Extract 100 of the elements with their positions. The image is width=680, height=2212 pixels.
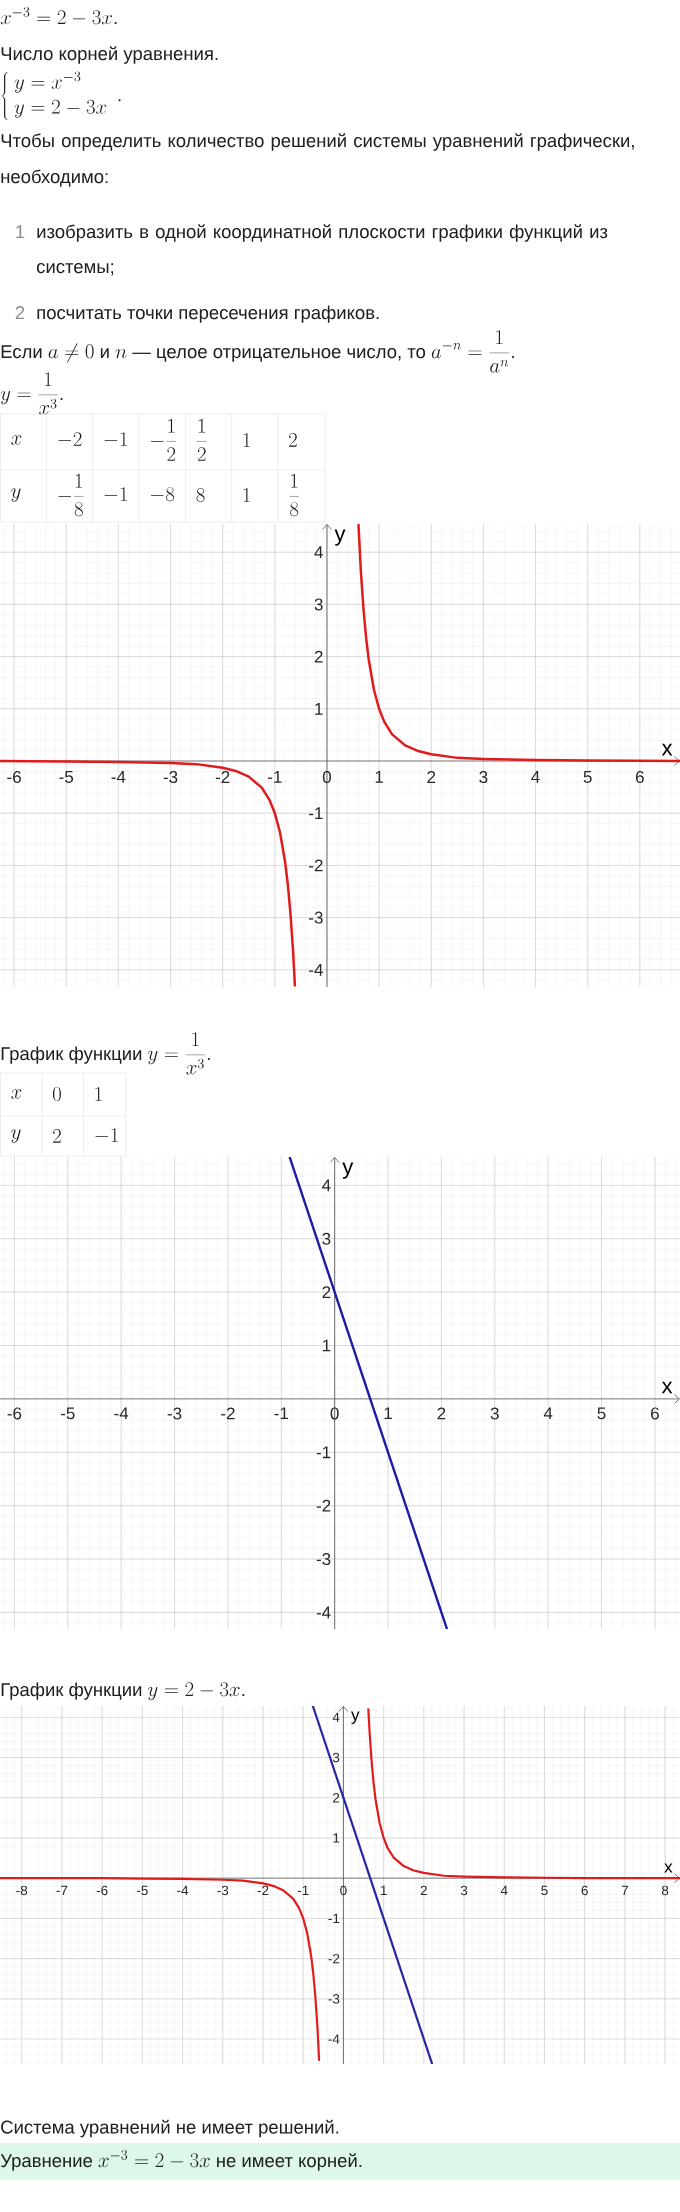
text: 1 [16, 225, 25, 239]
x-axis-title: x [661, 1381, 673, 1394]
y-tick-label: -2 [309, 859, 323, 872]
x-tick-label: 2 [427, 771, 436, 783]
text: посчитать точки пересечения графиков. [37, 305, 379, 323]
y-tick-label: 3 [332, 1752, 340, 1763]
y-tick-label: 2 [322, 1286, 331, 1299]
x-tick-label: 7 [621, 1885, 628, 1895]
text: $2$ [53, 1128, 61, 1143]
x-tick-label: 3 [460, 1885, 468, 1896]
x-tick-label: -6 [96, 1885, 108, 1896]
text: Если [1, 345, 42, 359]
x-tick-label: 2 [420, 1885, 427, 1896]
y-tick-label: 4 [314, 546, 323, 559]
text: Чтобы определить количество решений системы уравнений графически, необходимо: [1, 133, 634, 187]
line-series [311, 1706, 433, 2064]
text: $y = \frac{1}{x^{3}}.$ [0, 372, 63, 415]
x-tick-label: 6 [651, 1407, 659, 1420]
line-series [288, 1157, 448, 1630]
y-tick-label: -1 [316, 1446, 331, 1459]
y-tick-label: 1 [322, 1339, 331, 1352]
x-tick-label: 4 [500, 1885, 508, 1895]
x-tick-label: 5 [583, 771, 592, 783]
text: $a \neq 0$ [48, 343, 94, 363]
x-tick-label: 4 [543, 1407, 553, 1420]
text: $y = 2 - 3x.$ [148, 1682, 245, 1701]
x-tick-label: 5 [597, 1407, 606, 1420]
y-tick-label: -3 [328, 1994, 340, 2004]
x-tick-label: -7 [56, 1885, 68, 1895]
x-tick-label: -2 [221, 1407, 235, 1420]
text: $-1$ [104, 487, 127, 501]
y-tick-label: 2 [314, 650, 323, 663]
x-tick-label: -6 [7, 771, 21, 784]
x-axis-title: x [664, 1863, 673, 1873]
text: не имеет корней. [217, 2153, 362, 2171]
x-tick-label: 4 [531, 771, 540, 783]
text: изобразить в одной координатной плоскости графики функций из системы; [36, 224, 608, 276]
text: $y = \frac{1}{x^{3}}.$ [148, 1032, 210, 1075]
text: $-1$ [95, 1128, 118, 1142]
y-tick-label: -4 [328, 2034, 340, 2044]
text: $a^{-n} = \frac{1}{a^{n}}.$ [431, 330, 515, 373]
y-tick-label: -2 [328, 1953, 340, 1964]
text: и [100, 348, 109, 359]
text: $\frac{1}{8}$ [289, 473, 299, 517]
x-axis-title: x [661, 743, 673, 756]
text: Уравнение [0, 2154, 93, 2171]
y-axis-title: y [334, 529, 346, 546]
x-tick-label: 1 [380, 1885, 387, 1895]
text: График функции [1, 1682, 142, 1700]
y-tick-label: 3 [314, 598, 323, 611]
y-axis-title: y [351, 1711, 360, 1725]
y-tick-label: -2 [316, 1499, 331, 1512]
text: $\left\{\begin{array}{l} y = x^{-3} \\ y = 2 - 3x \end{array}\right. .$ [1, 71, 121, 121]
text: — целое отрицательное число, то [132, 348, 426, 362]
x-tick-label: -4 [114, 1407, 129, 1420]
y-axis-title: y [342, 1162, 354, 1179]
text: $x$ [11, 1089, 22, 1099]
text: $8$ [196, 488, 205, 503]
x-tick-label: -5 [59, 771, 74, 783]
text: $-8$ [150, 487, 175, 502]
y-tick-label: -3 [309, 911, 323, 924]
y-tick-label: 1 [315, 702, 323, 715]
x-tick-label: -2 [215, 771, 230, 783]
text: $1$ [243, 433, 250, 447]
y-tick-label: -1 [309, 807, 323, 820]
y-tick-label: -4 [316, 1606, 331, 1619]
x-tick-label: 2 [437, 1407, 446, 1420]
x-tick-label: 1 [384, 1407, 392, 1420]
y-tick-label: 4 [332, 1712, 340, 1722]
x-tick-label: 5 [541, 1885, 548, 1896]
y-tick-label: 3 [322, 1232, 331, 1245]
text: $-2$ [58, 432, 82, 446]
y-tick-label: 4 [322, 1179, 331, 1192]
text: 2 [15, 306, 25, 320]
y-tick-label: -1 [328, 1913, 340, 1924]
x-tick-label: 3 [490, 1407, 499, 1420]
x-tick-label: -4 [111, 771, 126, 783]
y-tick-label: 1 [333, 1833, 340, 1843]
text: Число корней уравнения. [1, 46, 218, 64]
text: $\frac{1}{2}$ [197, 418, 207, 461]
text: $x$ [11, 435, 22, 445]
y-tick-label: 2 [333, 1793, 340, 1803]
y-tick-label: -3 [316, 1553, 331, 1566]
text: График функции [1, 1046, 142, 1064]
x-tick-label: -2 [257, 1885, 269, 1896]
x-tick-label: -4 [177, 1885, 189, 1895]
text: $x^{-3} = 2 - 3x.$ [0, 6, 117, 25]
x-tick-label: 0 [322, 771, 332, 784]
x-tick-label: 1 [375, 771, 383, 783]
text: $-\frac{1}{2}$ [150, 418, 177, 461]
x-tick-label: -1 [268, 771, 282, 783]
x-tick-label: 3 [479, 771, 488, 784]
text: $-\frac{1}{8}$ [58, 473, 84, 517]
x-tick-label: -1 [274, 1407, 289, 1420]
x-tick-label: -1 [297, 1885, 309, 1895]
text: $y$ [11, 1129, 21, 1143]
x-tick-label: -3 [217, 1885, 229, 1896]
text: Система уравнений не имеет решений. [1, 2119, 339, 2138]
text: $n$ [115, 348, 127, 359]
text: $y$ [11, 488, 21, 502]
